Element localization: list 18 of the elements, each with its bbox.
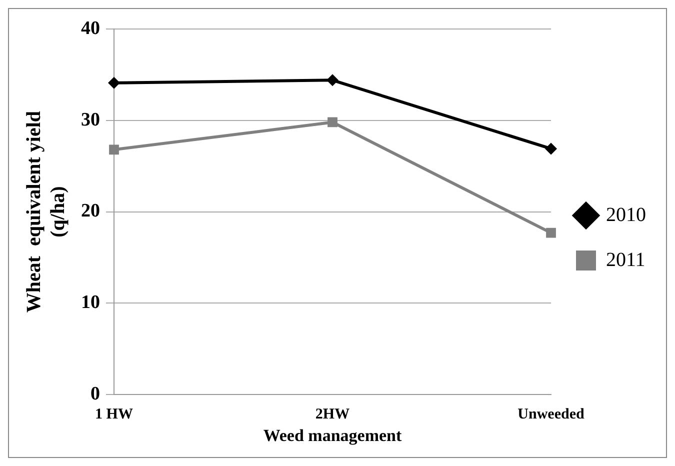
point (326, 74, 338, 86)
x-tick-label: Unweeded (518, 406, 585, 422)
y-axis-title: Wheat equivalent yield (q/ha) (23, 110, 70, 313)
y-tick-label: 40 (81, 18, 100, 39)
y-tick-label: 10 (81, 292, 100, 314)
y-tick-label: 20 (81, 200, 100, 222)
x-tick-label: 1 HW (95, 406, 133, 422)
y-tick-label: 0 (90, 384, 100, 405)
x-tick-label: 2HW (315, 406, 350, 422)
legend-label: 2011 (606, 248, 646, 271)
point (545, 142, 557, 155)
point (108, 76, 120, 89)
legend-label: 2010 (606, 204, 646, 226)
y-tick-label: 30 (81, 109, 100, 130)
point (546, 228, 556, 238)
point (109, 144, 119, 155)
point (328, 117, 338, 128)
x-axis-title: Weed management (263, 426, 402, 446)
